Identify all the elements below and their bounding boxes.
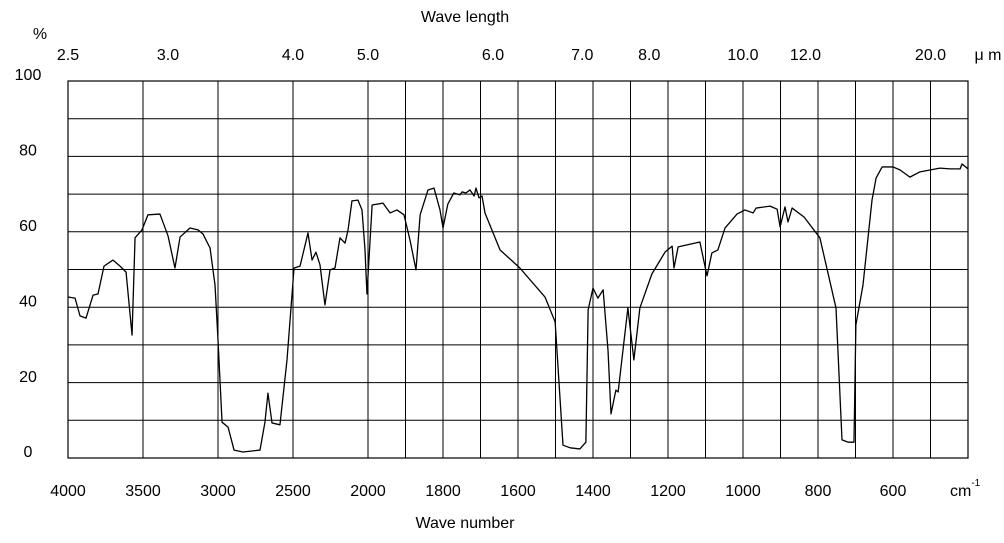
x-tick-label: 1200 bbox=[650, 483, 686, 500]
top-tick-label: 20.0 bbox=[915, 47, 946, 64]
x-unit: cm bbox=[950, 483, 971, 500]
top-axis-unit: μ m bbox=[975, 47, 1002, 64]
x-axis-unit: cm-1 bbox=[950, 478, 981, 501]
y-axis-title: % bbox=[33, 26, 47, 43]
top-tick-label: 5.0 bbox=[357, 47, 379, 64]
top-tick-label: 4.0 bbox=[282, 47, 304, 64]
y-tick-label: 80 bbox=[19, 143, 37, 160]
x-tick-label: 1400 bbox=[575, 483, 611, 500]
y-tick-label: 40 bbox=[19, 293, 37, 310]
x-tick-label: 4000 bbox=[50, 483, 86, 500]
x-unit-exponent: -1 bbox=[971, 478, 980, 489]
y-tick-label: 20 bbox=[19, 369, 37, 386]
plot-frame bbox=[67, 80, 969, 459]
x-tick-label: 3000 bbox=[200, 483, 236, 500]
top-tick-label: 2.5 bbox=[57, 47, 79, 64]
top-tick-label: 10.0 bbox=[727, 47, 758, 64]
x-axis-title: Wave number bbox=[416, 515, 516, 532]
y-tick-label: 60 bbox=[19, 218, 37, 235]
x-tick-label: 800 bbox=[805, 483, 832, 500]
x-tick-label: 1600 bbox=[500, 483, 536, 500]
top-axis-title: Wave length bbox=[421, 9, 509, 26]
x-tick-label: 1000 bbox=[725, 483, 761, 500]
top-tick-label: 7.0 bbox=[571, 47, 593, 64]
x-tick-label: 2000 bbox=[350, 483, 386, 500]
top-tick-label: 6.0 bbox=[482, 47, 504, 64]
top-tick-label: 12.0 bbox=[790, 47, 821, 64]
y-tick-label: 0 bbox=[24, 444, 33, 461]
spectrum-line bbox=[67, 163, 969, 453]
top-tick-label: 8.0 bbox=[638, 47, 660, 64]
top-tick-label: 3.0 bbox=[157, 47, 179, 64]
y-tick-label: 100 bbox=[15, 67, 42, 84]
x-tick-label: 1800 bbox=[425, 483, 461, 500]
x-tick-label: 600 bbox=[880, 483, 907, 500]
x-tick-label: 2500 bbox=[275, 483, 311, 500]
x-tick-label: 3500 bbox=[125, 483, 161, 500]
